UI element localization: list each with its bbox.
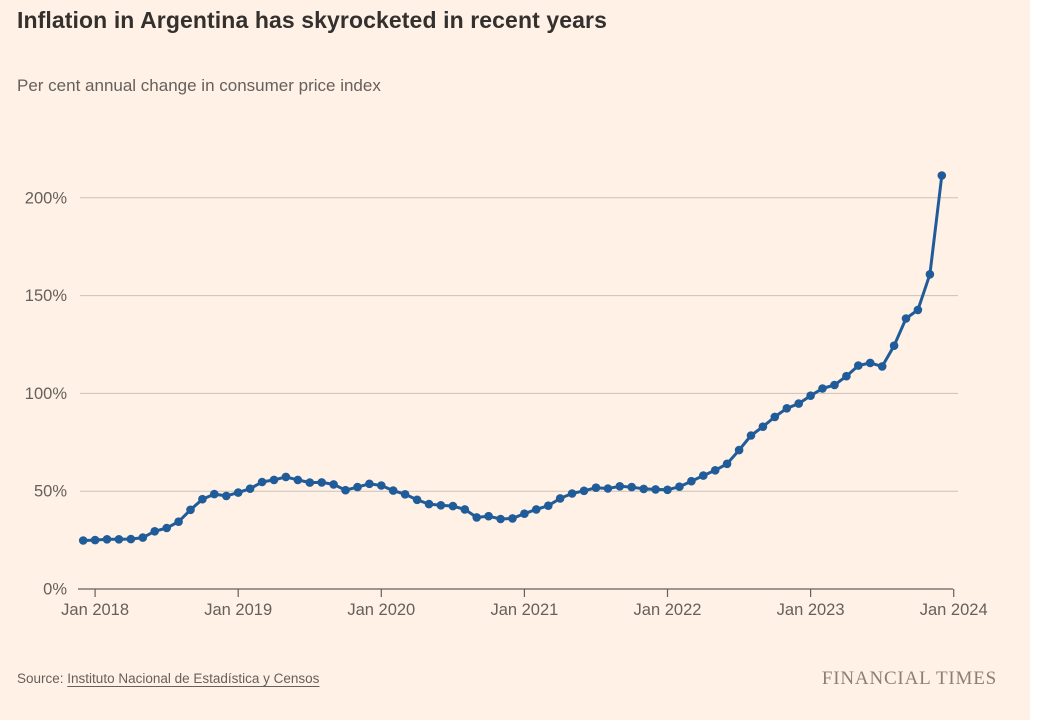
y-tick-label: 50% bbox=[34, 483, 67, 501]
data-point bbox=[162, 523, 171, 533]
data-point bbox=[699, 471, 708, 480]
x-tick-label: Jan 2023 bbox=[777, 601, 845, 619]
data-point bbox=[913, 305, 923, 315]
data-point bbox=[400, 490, 410, 499]
data-point bbox=[78, 536, 88, 545]
data-point bbox=[651, 485, 660, 494]
data-point bbox=[293, 475, 303, 485]
data-point bbox=[460, 505, 470, 514]
data-point bbox=[508, 514, 517, 523]
x-tick-label: Jan 2021 bbox=[490, 601, 558, 619]
data-point bbox=[603, 484, 613, 493]
data-point bbox=[615, 482, 625, 491]
data-point bbox=[830, 380, 839, 390]
financial-times-wordmark: FINANCIAL TIMES bbox=[821, 668, 997, 689]
data-point bbox=[794, 399, 803, 408]
data-point bbox=[448, 501, 458, 511]
data-point bbox=[329, 480, 338, 489]
data-point bbox=[412, 495, 422, 505]
data-point bbox=[114, 535, 124, 544]
data-point bbox=[579, 486, 589, 496]
data-point bbox=[472, 513, 482, 522]
data-point bbox=[842, 371, 851, 381]
x-tick-label: Jan 2024 bbox=[920, 601, 988, 619]
data-point bbox=[722, 459, 732, 469]
data-point bbox=[138, 533, 148, 542]
source-link[interactable]: Instituto Nacional de Estadística y Cens… bbox=[67, 671, 320, 686]
data-point bbox=[818, 384, 827, 393]
y-tick-label: 150% bbox=[25, 287, 68, 305]
x-tick-label: Jan 2022 bbox=[634, 601, 702, 619]
data-point bbox=[925, 270, 935, 279]
data-point bbox=[937, 171, 947, 180]
data-point bbox=[233, 488, 243, 497]
data-point bbox=[174, 517, 183, 526]
data-point bbox=[770, 412, 780, 422]
data-point bbox=[424, 499, 434, 509]
data-point bbox=[806, 391, 815, 401]
y-tick-label: 200% bbox=[25, 189, 68, 207]
data-point bbox=[436, 501, 446, 510]
data-point bbox=[901, 314, 911, 323]
x-tick-label: Jan 2020 bbox=[347, 601, 415, 619]
data-point bbox=[746, 431, 756, 440]
data-point bbox=[758, 422, 768, 432]
data-point bbox=[317, 478, 327, 487]
data-point bbox=[675, 482, 684, 492]
data-point bbox=[555, 494, 565, 503]
data-point bbox=[865, 358, 875, 368]
data-point bbox=[377, 481, 386, 490]
data-point bbox=[687, 476, 696, 486]
data-point bbox=[663, 485, 672, 495]
data-point bbox=[150, 527, 159, 536]
x-tick-label: Jan 2018 bbox=[61, 601, 129, 619]
data-point bbox=[126, 534, 136, 544]
data-point bbox=[591, 483, 601, 493]
data-point bbox=[222, 491, 231, 501]
data-point bbox=[544, 501, 553, 511]
data-point bbox=[365, 479, 374, 489]
data-point bbox=[388, 486, 398, 495]
data-line bbox=[81, 174, 944, 542]
data-point bbox=[734, 445, 744, 455]
data-point bbox=[198, 494, 207, 504]
data-point bbox=[889, 341, 899, 351]
data-point bbox=[341, 485, 350, 495]
source-line: Source: Instituto Nacional de Estadístic… bbox=[17, 671, 319, 686]
data-point bbox=[102, 535, 112, 544]
data-point bbox=[639, 484, 648, 494]
data-point bbox=[305, 478, 315, 487]
x-tick-label: Jan 2019 bbox=[204, 601, 272, 619]
y-tick-label: 0% bbox=[43, 581, 67, 599]
data-point bbox=[269, 475, 279, 485]
data-point bbox=[627, 482, 636, 492]
data-point bbox=[782, 404, 792, 413]
data-point bbox=[854, 361, 863, 370]
data-point bbox=[353, 482, 362, 492]
data-point bbox=[257, 477, 267, 487]
data-point bbox=[90, 535, 100, 545]
chart-svg: Jan 2018 Jan 2019 Jan 2020 Jan 2021 Jan 2022… bbox=[25, 171, 988, 619]
chart-subtitle: Per cent annual change in consumer price… bbox=[17, 76, 381, 95]
source-label: Source: bbox=[17, 671, 64, 686]
data-point bbox=[186, 505, 195, 515]
data-point bbox=[710, 466, 720, 475]
data-point bbox=[567, 489, 577, 498]
y-tick-label: 100% bbox=[25, 385, 68, 403]
data-point bbox=[484, 511, 493, 521]
data-point bbox=[496, 514, 505, 524]
data-point bbox=[245, 484, 255, 494]
data-point bbox=[520, 509, 529, 518]
data-point bbox=[532, 505, 541, 514]
chart-title: Inflation in Argentina has skyrocketed i… bbox=[17, 7, 607, 33]
data-point bbox=[281, 472, 291, 482]
data-point bbox=[210, 489, 219, 499]
data-point bbox=[877, 362, 887, 371]
